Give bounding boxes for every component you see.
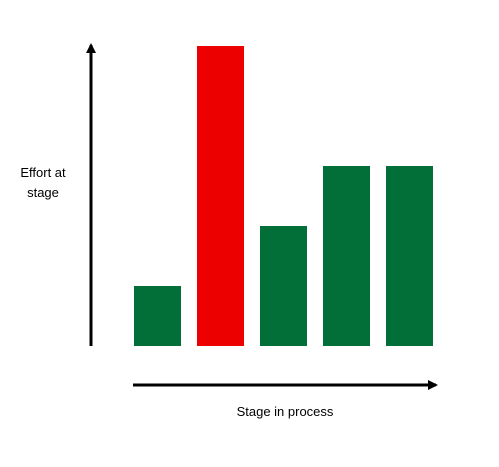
bar [197,46,244,346]
bar [134,286,181,346]
y-axis-label: Effort at stage [20,165,66,200]
bar [260,226,307,346]
bar [386,166,433,346]
bar [323,166,370,346]
x-axis-label: Stage in process [236,404,334,419]
